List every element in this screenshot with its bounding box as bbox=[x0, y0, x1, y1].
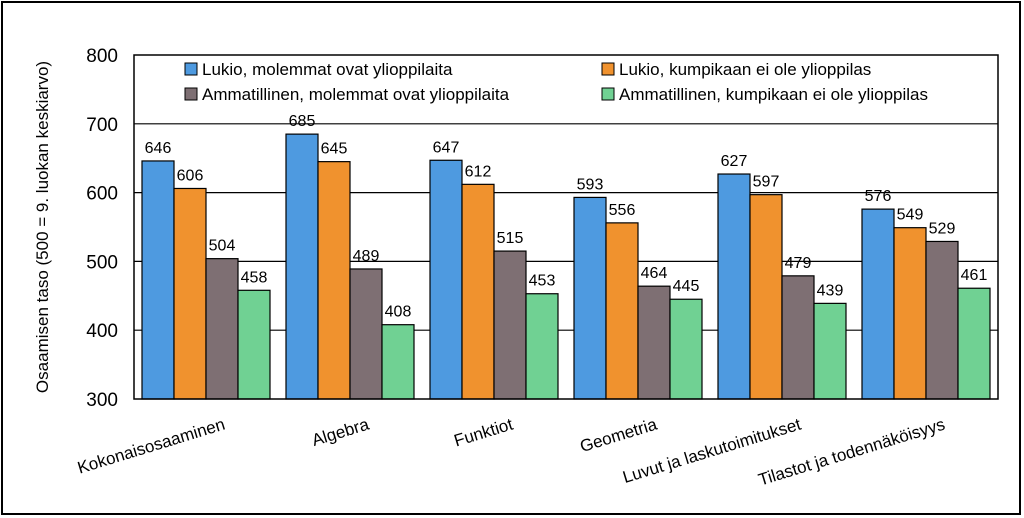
bar bbox=[781, 275, 815, 400]
data-label: 597 bbox=[753, 174, 780, 191]
bar bbox=[141, 160, 175, 400]
bars bbox=[141, 133, 991, 400]
bar bbox=[925, 240, 959, 400]
data-label: 645 bbox=[321, 141, 348, 158]
bar bbox=[605, 222, 639, 400]
bar bbox=[317, 161, 351, 400]
data-label: 647 bbox=[433, 139, 460, 156]
bar bbox=[349, 268, 383, 400]
data-label: 606 bbox=[177, 167, 204, 184]
data-labels: 646 606 504 458 685 645 489 408 647 612 515 453 593 5… bbox=[145, 113, 988, 321]
data-label: 504 bbox=[209, 238, 236, 255]
bar bbox=[525, 293, 559, 400]
legend-label: Lukio, kumpikaan ei ole ylioppilas bbox=[619, 60, 871, 79]
data-label: 445 bbox=[673, 278, 700, 295]
data-label: 408 bbox=[385, 304, 412, 321]
data-label: 646 bbox=[145, 140, 172, 157]
plot-border bbox=[133, 54, 999, 400]
y-tick-label: 300 bbox=[86, 390, 118, 411]
data-label: 489 bbox=[353, 248, 380, 265]
data-label: 685 bbox=[289, 113, 316, 130]
bar bbox=[861, 208, 895, 400]
bar bbox=[669, 298, 703, 400]
bar bbox=[573, 196, 607, 400]
category-label: Funktiot bbox=[452, 415, 516, 451]
bar bbox=[237, 289, 271, 400]
legend-label: Lukio, molemmat ovat ylioppilaita bbox=[202, 60, 453, 79]
bar bbox=[173, 187, 207, 400]
bar bbox=[381, 324, 415, 400]
data-label: 576 bbox=[865, 188, 892, 205]
legend: Lukio, molemmat ovat ylioppilaita Lukio, … bbox=[184, 60, 928, 104]
legend-swatch bbox=[601, 87, 615, 101]
plot-area bbox=[133, 54, 999, 400]
category-labels: Kokonaisosaaminen Algebra Funktiot Geometri… bbox=[75, 414, 947, 489]
category-label: Kokonaisosaaminen bbox=[75, 415, 227, 478]
bar bbox=[957, 287, 991, 400]
y-tick-label: 400 bbox=[86, 321, 118, 342]
legend-swatch bbox=[184, 62, 198, 76]
bar bbox=[893, 227, 927, 400]
bar bbox=[637, 285, 671, 400]
data-label: 529 bbox=[929, 220, 956, 237]
data-label: 439 bbox=[817, 282, 844, 299]
legend-label: Ammatillinen, molemmat ovat ylioppilaita bbox=[202, 85, 510, 104]
gridlines bbox=[134, 123, 998, 331]
data-label: 627 bbox=[721, 153, 748, 170]
data-label: 549 bbox=[897, 207, 924, 224]
data-label: 479 bbox=[785, 255, 812, 272]
legend-swatch bbox=[601, 62, 615, 76]
data-label: 556 bbox=[609, 202, 636, 219]
data-label: 453 bbox=[529, 273, 556, 290]
bar bbox=[493, 250, 527, 400]
bar bbox=[717, 173, 751, 400]
bar bbox=[749, 194, 783, 400]
data-label: 461 bbox=[961, 267, 988, 284]
bar bbox=[285, 133, 319, 400]
y-tick-label: 600 bbox=[86, 184, 118, 205]
y-tick-label: 500 bbox=[86, 252, 118, 273]
legend-label: Ammatillinen, kumpikaan ei ole ylioppila… bbox=[619, 85, 928, 104]
legend-swatch bbox=[184, 87, 198, 101]
data-label: 458 bbox=[241, 269, 268, 286]
y-tick-label: 700 bbox=[86, 115, 118, 136]
data-label: 593 bbox=[577, 176, 604, 193]
category-label: Geometria bbox=[578, 414, 660, 456]
y-axis-ticks: 300 400 500 600 700 800 bbox=[86, 46, 118, 411]
data-label: 464 bbox=[641, 265, 668, 282]
bar bbox=[429, 159, 463, 400]
y-tick-label: 800 bbox=[86, 46, 118, 67]
data-label: 612 bbox=[465, 163, 492, 180]
bar bbox=[205, 258, 239, 400]
y-axis-title: Osaamisen taso (500 = 9. luokan keskiarv… bbox=[33, 61, 52, 393]
category-label: Algebra bbox=[310, 415, 372, 450]
bar bbox=[461, 183, 495, 400]
data-label: 515 bbox=[497, 230, 524, 247]
bar bbox=[813, 302, 847, 400]
